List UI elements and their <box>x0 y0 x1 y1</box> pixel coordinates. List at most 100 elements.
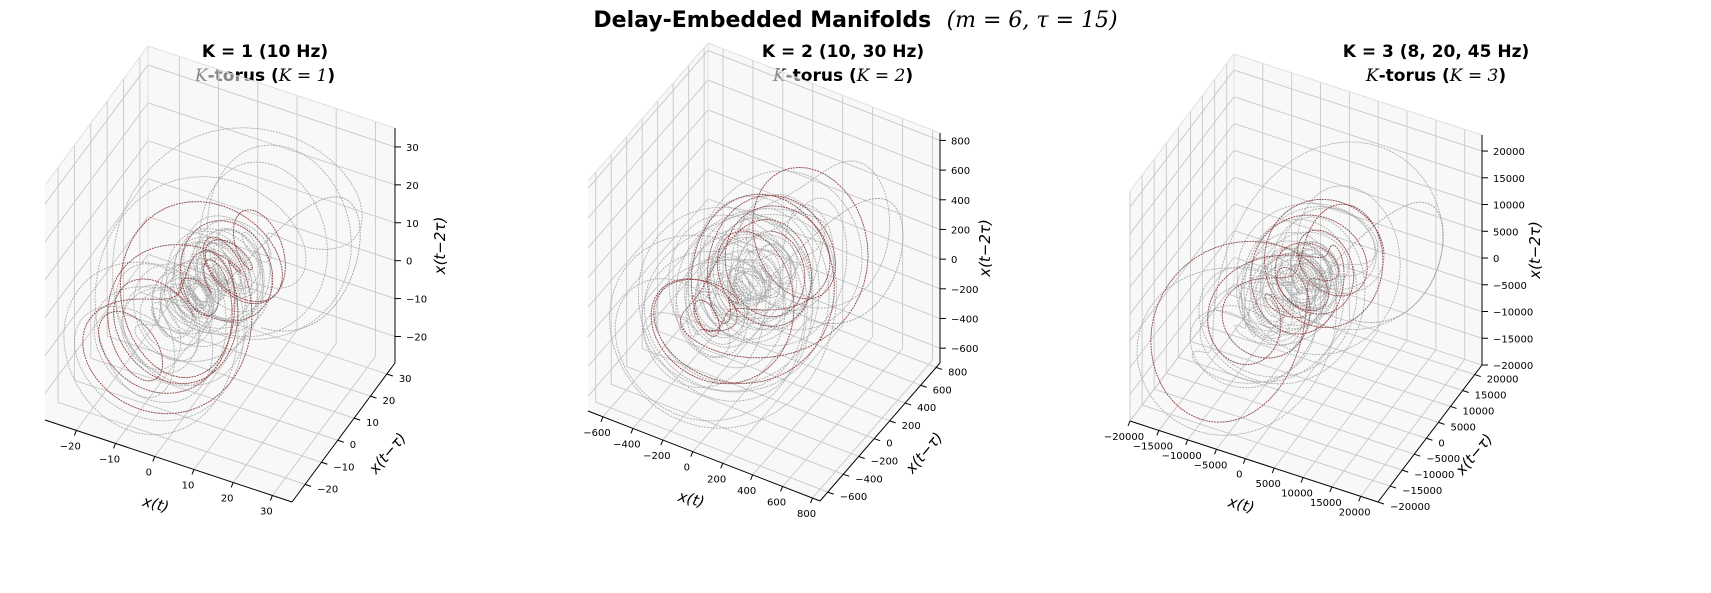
x-tick-mark <box>269 495 273 501</box>
z-tick-label: 5000 <box>1493 227 1518 238</box>
grid-z-left <box>587 109 709 249</box>
x-tick-label: 600 <box>767 497 786 508</box>
grid-x-floor <box>154 317 259 457</box>
y-tick-label: −600 <box>840 492 867 503</box>
y-tick-label: 20 <box>382 396 395 407</box>
y-axis-line <box>1377 364 1483 503</box>
y-tick-label: 0 <box>1438 438 1444 449</box>
grid-y-floor <box>74 379 322 463</box>
z-tick-label: −15000 <box>1493 334 1533 345</box>
x-tick-mark <box>191 469 195 475</box>
z-tick-label: −200 <box>951 285 978 296</box>
x-tick-label: −400 <box>613 439 640 450</box>
grid-x-floor <box>812 359 933 499</box>
x-axis-line <box>1129 420 1379 503</box>
panel-1-subtitle: K-torus (K = 1) <box>195 66 336 86</box>
y-tick-label: 5000 <box>1450 422 1475 433</box>
trajectory-highlight <box>650 166 869 385</box>
y-axis-line <box>291 362 396 503</box>
grid-z-back <box>1233 283 1483 366</box>
grid-y-floor <box>611 383 844 475</box>
grid-z-back <box>147 216 396 299</box>
grid-z-left <box>1129 176 1235 315</box>
pane-edge <box>44 45 149 186</box>
grid-y-floor <box>1166 372 1415 455</box>
figure-title-params: (m = 6, τ = 15) <box>946 8 1118 33</box>
grid-y-floor <box>1214 309 1463 391</box>
z-tick-label: 200 <box>951 225 970 236</box>
y-tick-label: −10 <box>333 462 354 473</box>
panel-1: −20−100102030−20−100102030−20−100102030x… <box>44 45 449 517</box>
pane-floor <box>45 281 395 502</box>
z-tick-label: 15000 <box>1493 174 1525 185</box>
figure-title: Delay-Embedded Manifolds (m = 6, τ = 15) <box>0 8 1711 33</box>
grid-z-back <box>147 102 396 186</box>
x-tick-label: 200 <box>707 474 726 485</box>
grid-x-floor <box>232 343 337 483</box>
grid-z-left <box>1129 203 1235 342</box>
x-tick-label: −20 <box>60 441 81 452</box>
x-tick-mark <box>1271 467 1275 474</box>
y-tick-mark <box>370 395 377 399</box>
grid-y-floor <box>1178 356 1427 439</box>
x-tick-mark <box>630 428 634 434</box>
grid-z-back <box>707 79 941 171</box>
pane-edge <box>1129 53 1235 192</box>
grid-z-left <box>44 178 149 318</box>
pane-back <box>148 46 395 363</box>
x-axis-line <box>44 419 293 503</box>
grid-z-back <box>1233 230 1483 312</box>
z-tick-label: −20 <box>406 332 427 343</box>
grid-x-floor <box>193 330 298 470</box>
y-tick-label: −20 <box>317 484 338 495</box>
x-tick-label: −5000 <box>1194 460 1228 471</box>
y-tick-label: 20000 <box>1487 375 1519 386</box>
grid-y-floor <box>688 294 921 386</box>
z-tick-label: 800 <box>951 136 970 147</box>
y-tick-label: 400 <box>917 403 936 414</box>
grid-y-floor <box>123 313 371 397</box>
grid-z-left <box>1129 123 1235 261</box>
grid-z-left <box>587 50 709 189</box>
panel-2-title-text: K = 2 (10, 30 Hz) <box>761 42 925 62</box>
grid-x-floor <box>1360 359 1466 497</box>
y-tick-label: −15000 <box>1402 486 1442 497</box>
y-tick-mark <box>1414 453 1421 457</box>
grid-z-back <box>1233 123 1483 205</box>
grid-y-floor <box>90 357 338 441</box>
y-tick-label: 15000 <box>1475 390 1507 401</box>
x-tick-label: 0 <box>146 467 152 478</box>
x-tick-mark <box>113 443 117 449</box>
z-tick-label: −10000 <box>1493 308 1533 319</box>
panel-1-title-text: K = 1 (10 Hz) <box>201 42 329 62</box>
y-tick-label: −5000 <box>1426 454 1460 465</box>
x-tick-mark <box>660 439 664 446</box>
figure-title-text: Delay-Embedded Manifolds <box>593 8 932 33</box>
x-tick-mark <box>1127 420 1131 427</box>
grid-z-left <box>1129 230 1235 368</box>
grid-y-floor <box>595 401 828 493</box>
grid-z-left <box>1129 150 1235 288</box>
y-tick-mark <box>920 384 927 388</box>
z-tick-label: 600 <box>951 166 970 177</box>
x-tick-mark <box>152 456 156 462</box>
y-tick-mark <box>304 483 312 487</box>
trajectory-highlight <box>82 201 286 415</box>
x-tick-mark <box>600 416 604 422</box>
x-tick-label: 5000 <box>1255 479 1280 490</box>
panel-2: −600−400−2000200400600800−600−400−200020… <box>583 42 994 520</box>
x-tick-mark <box>1300 477 1304 483</box>
x-tick-label: −15000 <box>1133 441 1173 452</box>
grid-z-left <box>44 254 149 394</box>
z-tick-label: 20000 <box>1493 147 1525 158</box>
y-tick-label: −400 <box>855 474 882 485</box>
grid-z-back <box>1233 69 1483 152</box>
pane-edge <box>587 42 709 182</box>
pane-edge <box>147 45 396 129</box>
y-tick-mark <box>1462 390 1469 393</box>
pane-edge <box>707 42 941 134</box>
grid-y-floor <box>1226 293 1475 375</box>
y-tick-mark <box>1474 374 1481 378</box>
grid-z-back <box>147 64 396 148</box>
